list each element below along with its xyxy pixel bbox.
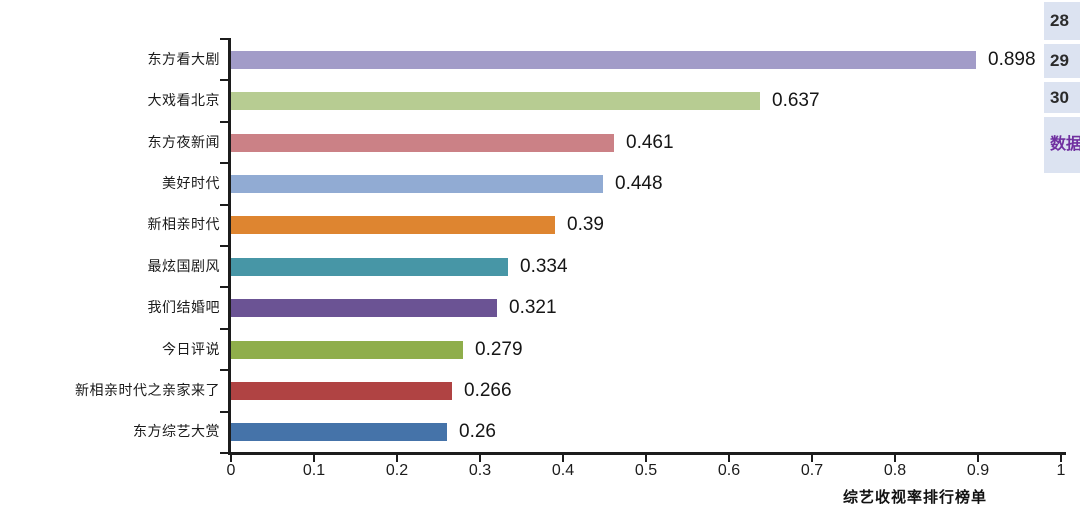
chart-bar xyxy=(231,92,760,110)
rail-row-number-cell[interactable]: 28 xyxy=(1044,2,1080,40)
bar-value-label: 0.637 xyxy=(772,90,820,111)
y-axis-tick xyxy=(220,328,229,330)
x-axis-tick-label: 0.3 xyxy=(468,462,492,479)
x-axis-tick-label: 0.4 xyxy=(551,462,575,479)
bar-value-label: 0.334 xyxy=(520,256,568,277)
category-label: 最炫国剧风 xyxy=(147,259,220,275)
spreadsheet-rail: 28 29 30 数据 xyxy=(1044,0,1080,525)
category-label: 新相亲时代之亲家来了 xyxy=(75,383,220,399)
chart-bar xyxy=(231,423,447,441)
x-axis-tick xyxy=(479,455,481,462)
x-axis-tick-label: 0.2 xyxy=(385,462,409,479)
bar-value-label: 0.266 xyxy=(464,380,512,401)
category-label: 新相亲时代 xyxy=(147,217,220,233)
x-axis-tick xyxy=(811,455,813,462)
bar-value-label: 0.461 xyxy=(626,132,674,153)
y-axis-tick xyxy=(220,204,229,206)
chart-bar xyxy=(231,175,603,193)
chart-bar xyxy=(231,51,976,69)
category-label: 大戏看北京 xyxy=(147,93,220,109)
x-axis-tick xyxy=(728,455,730,462)
y-axis-tick xyxy=(220,79,229,81)
y-axis-tick xyxy=(220,286,229,288)
x-axis-tick-label: 0.6 xyxy=(717,462,741,479)
chart-bar xyxy=(231,134,614,152)
bar-value-label: 0.448 xyxy=(615,173,663,194)
x-axis-tick xyxy=(645,455,647,462)
x-axis-tick-label: 0.5 xyxy=(634,462,658,479)
bar-value-label: 0.26 xyxy=(459,421,496,442)
rail-data-cell[interactable]: 数据 xyxy=(1044,117,1080,173)
category-label: 今日评说 xyxy=(162,342,220,358)
rail-cell-label: 数据 xyxy=(1050,136,1080,153)
chart-bar xyxy=(231,341,463,359)
x-axis-tick-label: 0.7 xyxy=(800,462,824,479)
x-axis-tick xyxy=(230,455,232,462)
category-label: 我们结婚吧 xyxy=(147,300,220,316)
x-axis-title: 综艺收视率排行榜单 xyxy=(842,488,987,506)
bar-value-label: 0.279 xyxy=(475,339,523,360)
category-label: 东方综艺大赏 xyxy=(133,424,220,440)
chart-bar xyxy=(231,382,452,400)
rail-cell-label: 29 xyxy=(1050,51,1069,70)
chart-bar xyxy=(231,299,497,317)
rail-cell-label: 28 xyxy=(1050,11,1069,30)
rail-row-number-cell[interactable]: 29 xyxy=(1044,44,1080,78)
bar-value-label: 0.39 xyxy=(567,214,604,235)
variety-ratings-bar-chart: 东方看大剧 0.898 大戏看北京 0.637 东方夜新闻 0.461 美好时代 0.448 新… xyxy=(75,38,1066,506)
x-axis-tick xyxy=(313,455,315,462)
x-axis-tick-label: 0.1 xyxy=(302,462,326,479)
bar-value-label: 0.898 xyxy=(988,49,1036,70)
y-axis-line xyxy=(228,38,231,455)
chart-bar xyxy=(231,258,508,276)
category-label: 美好时代 xyxy=(162,176,220,192)
y-axis-tick xyxy=(220,245,229,247)
x-axis-line xyxy=(228,452,1066,455)
x-axis-tick xyxy=(562,455,564,462)
x-axis-tick xyxy=(894,455,896,462)
category-label: 东方夜新闻 xyxy=(147,135,220,151)
rail-row-number-cell[interactable]: 30 xyxy=(1044,82,1080,113)
chart-bar xyxy=(231,216,555,234)
x-axis-tick-label: 0.9 xyxy=(966,462,990,479)
y-axis-tick xyxy=(220,369,229,371)
category-label: 东方看大剧 xyxy=(147,52,220,68)
rail-cell-label: 30 xyxy=(1050,88,1069,107)
y-axis-tick xyxy=(220,162,229,164)
x-axis-tick xyxy=(977,455,979,462)
x-axis-tick-label: 0.8 xyxy=(883,462,907,479)
x-axis-tick xyxy=(396,455,398,462)
y-axis-tick xyxy=(220,452,229,454)
x-axis-tick-label: 1 xyxy=(1056,462,1066,479)
x-axis-tick xyxy=(1060,455,1062,462)
x-axis-tick-label: 0 xyxy=(226,462,236,479)
bar-value-label: 0.321 xyxy=(509,297,557,318)
y-axis-tick xyxy=(220,121,229,123)
y-axis-tick xyxy=(220,38,229,40)
y-axis-tick xyxy=(220,411,229,413)
